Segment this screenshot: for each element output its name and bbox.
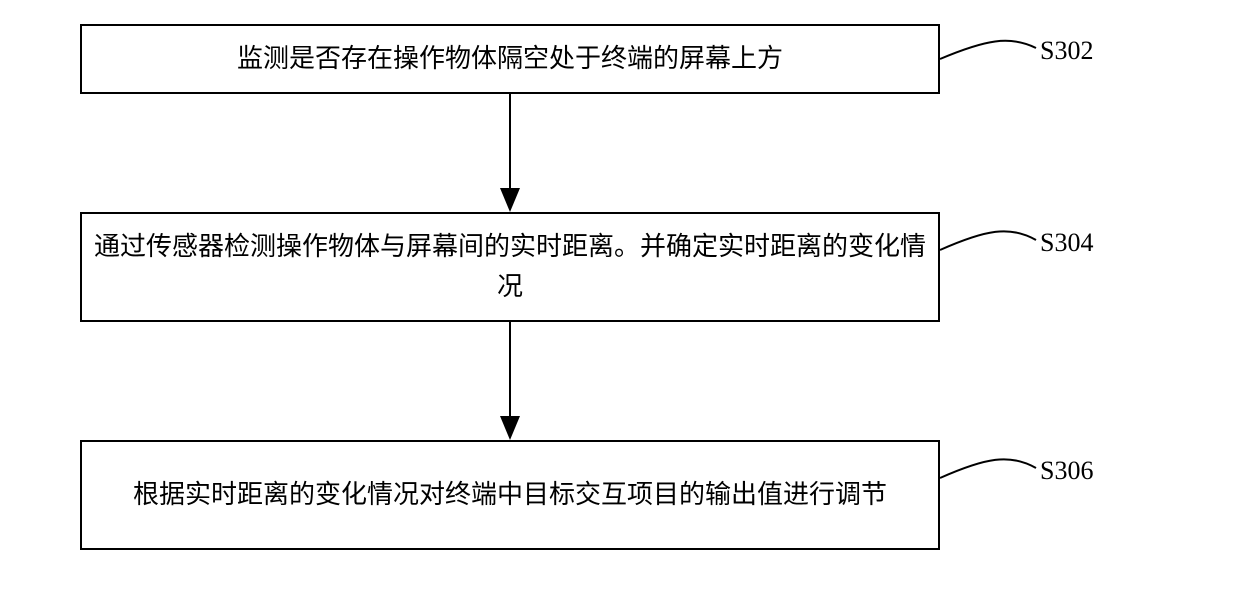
label-connector-s302 — [940, 41, 1036, 59]
flow-node-text: 根据实时距离的变化情况对终端中目标交互项目的输出值进行调节 — [133, 475, 887, 515]
flow-node-s304: 通过传感器检测操作物体与屏幕间的实时距离。并确定实时距离的变化情况 — [80, 212, 940, 322]
flow-node-s302: 监测是否存在操作物体隔空处于终端的屏幕上方 — [80, 24, 940, 94]
flow-label-s302: S302 — [1040, 36, 1093, 66]
flow-node-s306: 根据实时距离的变化情况对终端中目标交互项目的输出值进行调节 — [80, 440, 940, 550]
flow-label-s306: S306 — [1040, 456, 1093, 486]
flow-label-s304: S304 — [1040, 228, 1093, 258]
flow-node-text: 监测是否存在操作物体隔空处于终端的屏幕上方 — [237, 39, 783, 79]
flowchart-canvas: 监测是否存在操作物体隔空处于终端的屏幕上方 S302 通过传感器检测操作物体与屏幕间… — [0, 0, 1240, 605]
flow-node-text: 通过传感器检测操作物体与屏幕间的实时距离。并确定实时距离的变化情况 — [94, 227, 926, 308]
label-connector-s304 — [940, 231, 1036, 250]
label-connector-s306 — [940, 459, 1036, 478]
